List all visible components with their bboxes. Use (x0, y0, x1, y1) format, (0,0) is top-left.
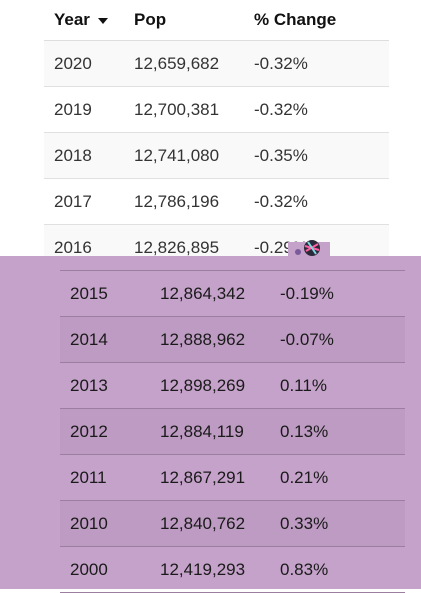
table-row: 2019 12,700,381 -0.32% (44, 87, 389, 133)
cell-pop: 12,867,291 (160, 467, 246, 487)
cell-change: 0.21% (280, 467, 329, 487)
cell-year: 2014 (70, 329, 108, 349)
cell-change: 0.83% (280, 559, 329, 579)
cell-pop: 12,700,381 (134, 99, 220, 119)
cell-pop: 12,741,080 (134, 145, 220, 165)
cell-year: 2010 (70, 513, 108, 533)
table-header: Year Pop % Change (44, 0, 389, 41)
population-table-continued: 2015 12,864,342 -0.19% 2014 12,888,962 -… (60, 270, 405, 593)
cell-pop: 12,659,682 (134, 53, 220, 73)
table-row: 2015 12,864,342 -0.19% (60, 270, 405, 317)
table-row: 2018 12,741,080 -0.35% (44, 133, 389, 179)
cell-year: 2013 (70, 375, 108, 395)
table-row: 2014 12,888,962 -0.07% (60, 317, 405, 363)
cell-year: 2020 (54, 53, 92, 73)
cell-year: 2017 (54, 191, 92, 211)
cell-year: 2012 (70, 421, 108, 441)
cell-change: -0.32% (254, 99, 308, 119)
cell-pop: 12,419,293 (160, 559, 246, 579)
table-row: 2012 12,884,119 0.13% (60, 409, 405, 455)
cell-change: -0.32% (254, 191, 308, 211)
table-row: 2000 12,419,293 0.83% (60, 547, 405, 593)
cell-change: 0.11% (280, 375, 327, 395)
cell-change: 0.33% (280, 513, 329, 533)
cell-year: 2016 (54, 237, 92, 257)
cell-change: -0.32% (254, 53, 308, 73)
cell-year: 2000 (70, 559, 108, 579)
cell-change: 0.13% (280, 421, 329, 441)
header-change[interactable]: % Change (254, 10, 337, 29)
cell-change: -0.19% (280, 283, 334, 303)
header-year-label: Year (54, 10, 90, 29)
header-pop[interactable]: Pop (134, 10, 167, 29)
population-table: Year Pop % Change 2020 12,659,682 -0.32%… (44, 0, 389, 271)
cell-pop: 12,826,895 (134, 237, 220, 257)
cell-year: 2018 (54, 145, 92, 165)
cell-year: 2019 (54, 99, 92, 119)
table-row: 2013 12,898,269 0.11% (60, 363, 405, 409)
cell-year: 2015 (70, 283, 108, 303)
cell-pop: 12,888,962 (160, 329, 246, 349)
cell-pop: 12,898,269 (160, 375, 246, 395)
table-row: 2010 12,840,762 0.33% (60, 501, 405, 547)
sticker-decoration (288, 238, 330, 258)
table-row: 2020 12,659,682 -0.32% (44, 41, 389, 87)
sort-descending-icon[interactable] (97, 18, 108, 24)
cell-pop: 12,864,342 (160, 283, 246, 303)
cell-change: -0.35% (254, 145, 308, 165)
cell-pop: 12,884,119 (160, 421, 244, 441)
cell-change: -0.07% (280, 329, 334, 349)
cell-pop: 12,840,762 (160, 513, 246, 533)
cell-year: 2011 (70, 467, 107, 487)
cell-pop: 12,786,196 (134, 191, 220, 211)
table-row: 2017 12,786,196 -0.32% (44, 179, 389, 225)
header-year[interactable]: Year (44, 10, 134, 30)
table-row: 2011 12,867,291 0.21% (60, 455, 405, 501)
